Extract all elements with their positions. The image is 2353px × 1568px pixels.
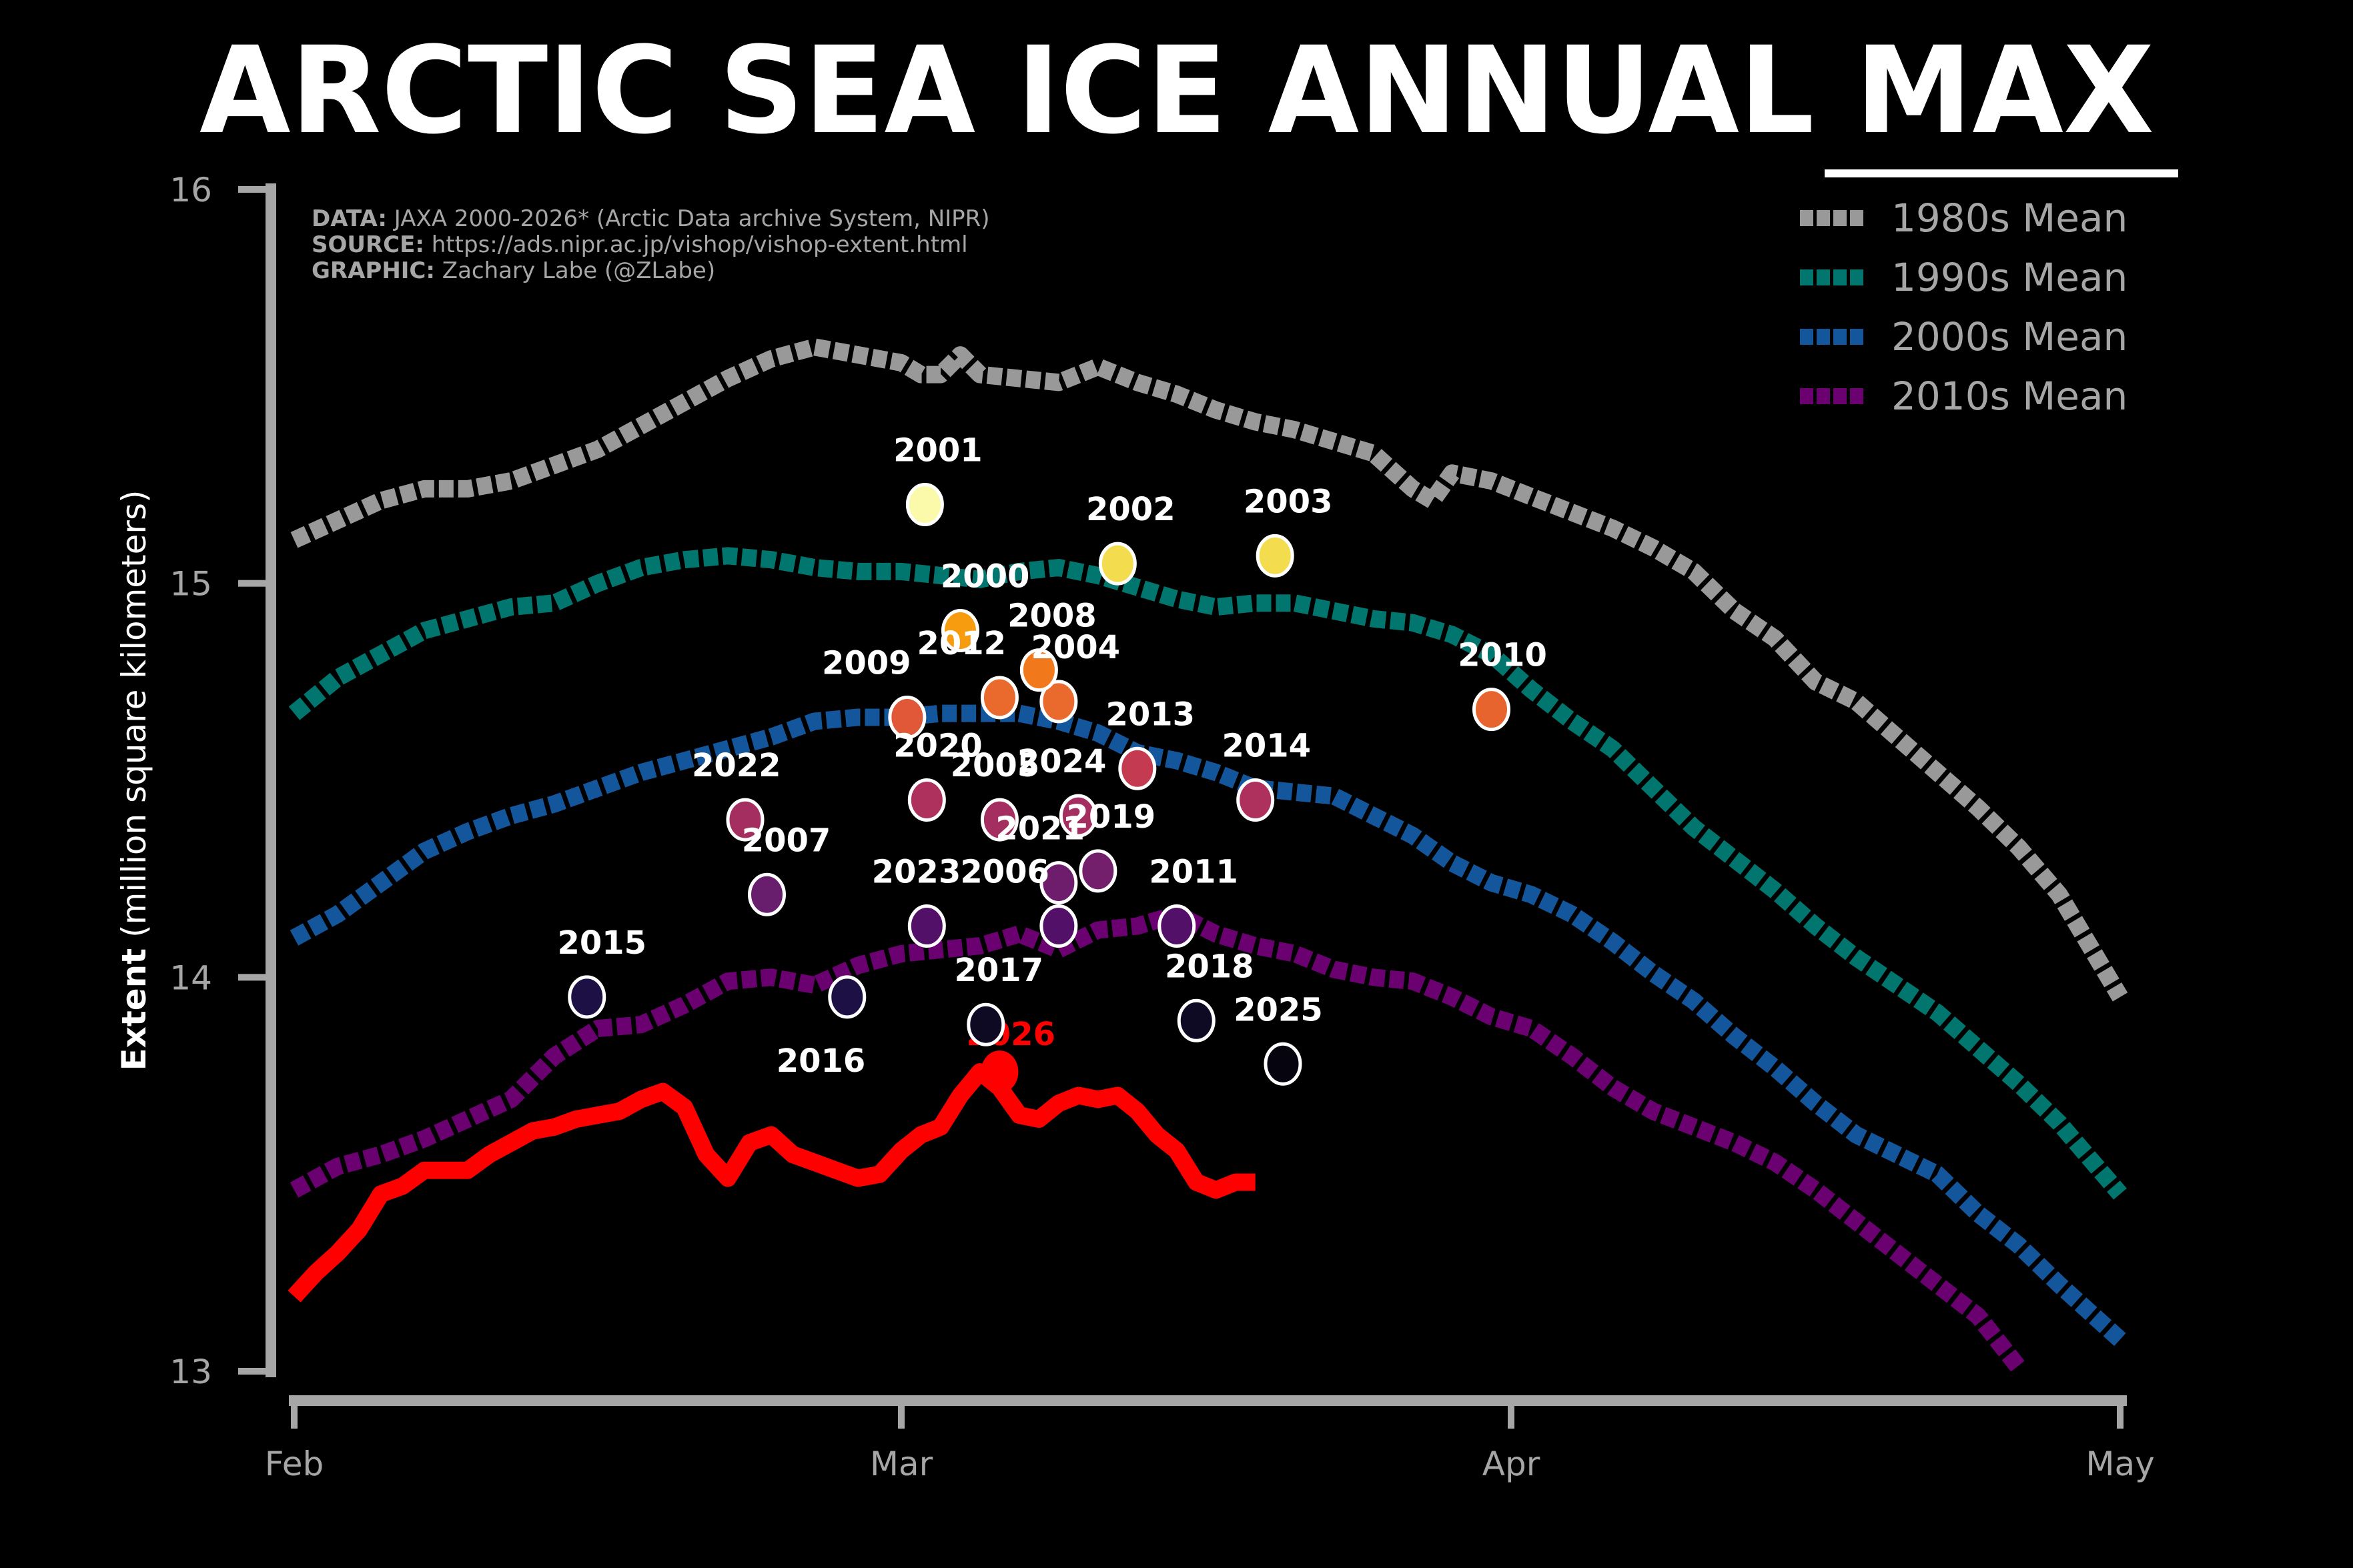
max-point-label: 2001	[893, 432, 983, 470]
y-axis-spine	[266, 183, 276, 1377]
max-point-label: 2016	[777, 1042, 866, 1080]
svg-text:Extent (million square kilomet: Extent (million square kilometers)	[115, 490, 153, 1070]
max-point-2021	[1039, 861, 1078, 905]
max-point-label: 2020	[893, 728, 983, 765]
max-point-2015	[568, 975, 606, 1019]
max-point-label: 2003	[1244, 483, 1333, 520]
max-point-label: 2019	[1067, 798, 1156, 836]
max-point-2012	[980, 676, 1019, 720]
max-point-label: 2021	[995, 810, 1085, 848]
credit-line: DATA: JAXA 2000-2026* (Arctic Data archi…	[312, 205, 990, 232]
credit-value: Zachary Labe (@ZLabe)	[435, 257, 715, 284]
max-point-2017	[967, 1002, 1005, 1046]
legend: 1980s Mean 1990s Mean 2000s Mean 2010s Mean	[1800, 195, 2128, 419]
max-point-label: 2012	[917, 625, 1006, 662]
max-point-2009	[888, 695, 927, 739]
max-point-2004	[1039, 680, 1078, 724]
max-point-2020	[907, 778, 946, 822]
max-point-label: 2014	[1222, 728, 1311, 765]
credit-key: SOURCE:	[312, 231, 424, 258]
credit-line: GRAPHIC: Zachary Labe (@ZLabe)	[312, 257, 715, 284]
y-axis-label: Extent (million square kilometers)	[115, 490, 153, 1070]
max-point-label: 2002	[1086, 491, 1175, 528]
y-tick-label: 13	[169, 1353, 212, 1391]
max-point-2013	[1118, 746, 1157, 790]
max-point-2025	[1264, 1042, 1302, 1086]
y-tick	[238, 1368, 272, 1375]
x-tick	[291, 1401, 298, 1429]
max-point-2023	[907, 904, 946, 948]
legend-label: 1980s Mean	[1891, 195, 2128, 241]
mean-line-1990s-mean	[288, 547, 2127, 1200]
credit-key: DATA:	[312, 205, 387, 232]
x-tick-label: Apr	[1482, 1445, 1540, 1483]
y-tick	[238, 186, 272, 193]
max-point-label: 2011	[1149, 854, 1238, 891]
chart-title: ARCTIC SEA ICE ANNUAL MAX	[199, 21, 2154, 161]
x-tick	[898, 1401, 905, 1429]
x-tick	[1508, 1401, 1514, 1429]
max-point-2011	[1157, 904, 1196, 948]
max-point-2008	[1019, 648, 1058, 692]
x-tick-label: Mar	[870, 1445, 933, 1483]
max-point-2005	[980, 798, 1019, 842]
credits-block: DATA: JAXA 2000-2026* (Arctic Data archi…	[312, 205, 990, 284]
credit-line: SOURCE: https://ads.nipr.ac.jp/vishop/vi…	[312, 231, 968, 258]
max-point-label: 2025	[1234, 991, 1323, 1028]
max-point-2024	[1059, 794, 1097, 838]
max-point-2016	[828, 975, 867, 1019]
max-point-label: 2000	[941, 558, 1030, 596]
max-point-2003	[1256, 534, 1294, 578]
max-point-label: 2023	[872, 854, 961, 891]
legend-label: 2000s Mean	[1891, 314, 2128, 359]
credit-value: https://ads.nipr.ac.jp/vishop/vishop-ext…	[424, 231, 968, 258]
x-tick-label: May	[2085, 1445, 2154, 1483]
y-tick	[238, 974, 272, 981]
max-point-label: 2004	[1031, 629, 1120, 666]
max-point-2018	[1177, 998, 1216, 1042]
y-axis-label-units: (million square kilometers)	[115, 490, 153, 948]
max-point-2007	[748, 872, 786, 916]
x-tick	[2117, 1401, 2124, 1429]
legend-label: 1990s Mean	[1891, 255, 2128, 300]
max-point-2022	[726, 798, 765, 842]
x-tick-label: Feb	[265, 1445, 324, 1483]
y-axis-label-bold: Extent	[115, 948, 153, 1071]
max-point-label: 2009	[822, 645, 911, 682]
max-point-2014	[1236, 778, 1275, 822]
current-year-max-marker	[981, 1050, 1019, 1094]
max-point-label: 2013	[1105, 696, 1195, 733]
legend-label: 2010s Mean	[1891, 373, 2128, 419]
max-point-2002	[1098, 542, 1137, 586]
max-point-label: 2006	[960, 854, 1049, 891]
credit-key: GRAPHIC:	[312, 257, 435, 284]
max-point-label: 2008	[1007, 598, 1097, 635]
y-tick-label: 14	[169, 958, 212, 997]
y-tick	[238, 580, 272, 587]
max-point-label: 2007	[742, 822, 831, 859]
max-point-label: 2017	[954, 952, 1043, 989]
max-point-label: 2010	[1458, 637, 1547, 674]
max-point-label: 2005	[951, 747, 1040, 784]
max-point-label: 2024	[1017, 743, 1107, 780]
max-point-2010	[1472, 688, 1511, 732]
current-year-line-2026	[288, 1063, 1256, 1303]
mean-line-2000s-mean	[290, 704, 2126, 1347]
x-axis-spine	[289, 1395, 2127, 1406]
max-point-label: 2015	[557, 924, 646, 962]
max-point-2000	[941, 609, 979, 653]
max-point-2006	[1039, 904, 1078, 948]
credit-value: JAXA 2000-2026* (Arctic Data archive Sys…	[387, 205, 990, 232]
max-point-2019	[1079, 849, 1117, 893]
axes: 13 14 15 16 Feb Mar Apr May	[169, 171, 2154, 1483]
mean-line-1980s-mean	[290, 338, 2128, 1002]
max-point-label: 2022	[692, 747, 781, 784]
max-point-label: 2018	[1165, 948, 1254, 985]
y-tick-label: 15	[169, 565, 212, 604]
max-point-2001	[905, 483, 944, 527]
y-tick-label: 16	[169, 171, 212, 209]
title-underline	[1825, 169, 2178, 177]
